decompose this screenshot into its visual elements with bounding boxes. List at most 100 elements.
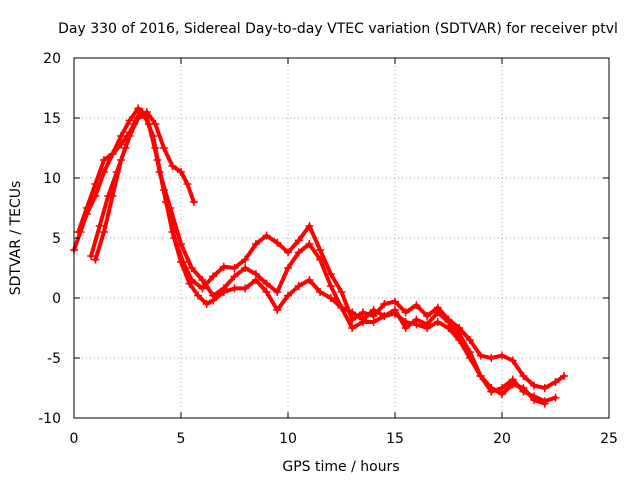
grid-lines bbox=[74, 58, 609, 418]
data-point bbox=[519, 372, 528, 380]
data-point bbox=[91, 255, 100, 264]
data-point bbox=[519, 387, 528, 396]
data-point bbox=[209, 291, 218, 300]
data-point bbox=[316, 246, 325, 254]
data-point bbox=[391, 297, 399, 306]
data-point bbox=[326, 282, 335, 290]
data-point bbox=[168, 162, 177, 170]
data-point bbox=[316, 255, 325, 264]
data-point bbox=[177, 168, 185, 176]
data-point bbox=[74, 228, 83, 236]
data-point bbox=[487, 354, 496, 362]
data-point bbox=[187, 264, 196, 272]
data-point bbox=[391, 309, 399, 318]
data-point bbox=[508, 375, 517, 384]
data-point bbox=[423, 324, 432, 332]
data-point bbox=[465, 336, 474, 344]
data-point bbox=[177, 258, 185, 266]
data-point bbox=[134, 114, 143, 122]
data-point bbox=[326, 294, 335, 302]
data-point bbox=[149, 132, 158, 140]
data-point bbox=[348, 324, 357, 332]
data-point bbox=[284, 291, 292, 300]
data-point bbox=[294, 248, 303, 257]
data-point bbox=[262, 279, 271, 288]
data-point bbox=[560, 372, 569, 380]
data-point bbox=[117, 156, 126, 164]
data-point bbox=[91, 180, 100, 188]
data-point bbox=[251, 240, 260, 248]
series-track-4 bbox=[91, 108, 198, 264]
data-point bbox=[273, 288, 282, 296]
data-point bbox=[498, 384, 506, 392]
data-point bbox=[108, 192, 117, 200]
data-point bbox=[444, 324, 453, 332]
data-point bbox=[530, 381, 539, 390]
data-point bbox=[189, 198, 198, 206]
x-tick-label: 5 bbox=[177, 431, 186, 447]
data-point bbox=[185, 279, 194, 288]
data-point bbox=[209, 272, 218, 281]
y-tick-label: 15 bbox=[43, 111, 61, 127]
data-point bbox=[117, 140, 126, 149]
data-point bbox=[284, 248, 292, 257]
data-point bbox=[305, 222, 314, 230]
y-tick-label: 20 bbox=[43, 51, 61, 67]
data-point bbox=[487, 387, 496, 396]
data-point bbox=[183, 180, 192, 188]
data-point bbox=[82, 204, 91, 212]
data-series bbox=[70, 104, 569, 408]
data-point bbox=[198, 276, 207, 284]
y-tick-label: -5 bbox=[47, 351, 61, 367]
data-point bbox=[540, 384, 549, 392]
data-point bbox=[498, 351, 506, 360]
data-point bbox=[540, 397, 549, 406]
data-point bbox=[412, 320, 421, 329]
data-point bbox=[241, 284, 250, 293]
data-point bbox=[230, 272, 239, 281]
y-axis-label: SDTVAR / TECUs bbox=[8, 181, 24, 296]
x-tick-labels: 0 5 10 15 20 25 bbox=[70, 431, 618, 447]
data-point bbox=[423, 312, 432, 320]
data-point bbox=[273, 306, 282, 314]
data-point bbox=[95, 222, 104, 230]
x-tick-label: 10 bbox=[279, 431, 297, 447]
data-point bbox=[348, 308, 357, 317]
data-point bbox=[219, 262, 228, 271]
data-point bbox=[273, 238, 282, 247]
data-point bbox=[99, 156, 108, 164]
data-point bbox=[262, 231, 271, 240]
data-point bbox=[455, 336, 464, 344]
data-point bbox=[401, 308, 410, 317]
data-point bbox=[401, 318, 410, 326]
data-point bbox=[337, 303, 346, 312]
data-point bbox=[465, 354, 474, 362]
data-point bbox=[369, 318, 378, 326]
data-point bbox=[412, 301, 421, 310]
data-point bbox=[87, 252, 96, 260]
data-point bbox=[219, 284, 228, 293]
y-tick-label: 10 bbox=[43, 171, 61, 187]
data-point bbox=[294, 236, 303, 245]
data-point bbox=[241, 255, 250, 264]
data-point bbox=[476, 372, 485, 380]
x-tick-label: 20 bbox=[493, 431, 511, 447]
data-point bbox=[369, 306, 378, 314]
data-point bbox=[202, 300, 211, 308]
data-point bbox=[99, 228, 108, 236]
data-point bbox=[337, 288, 346, 296]
data-point bbox=[155, 168, 164, 176]
data-point bbox=[108, 150, 117, 158]
y-tick-label: -10 bbox=[38, 411, 61, 427]
data-point bbox=[241, 264, 250, 272]
data-point bbox=[508, 356, 517, 365]
chart-title: Day 330 of 2016, Sidereal Day-to-day VTE… bbox=[58, 21, 618, 37]
data-point bbox=[230, 264, 239, 272]
data-point bbox=[380, 312, 389, 320]
data-point bbox=[530, 392, 539, 401]
x-tick-label: 15 bbox=[386, 431, 404, 447]
data-point bbox=[125, 132, 134, 140]
x-tick-label: 25 bbox=[600, 431, 618, 447]
data-point bbox=[316, 288, 325, 296]
